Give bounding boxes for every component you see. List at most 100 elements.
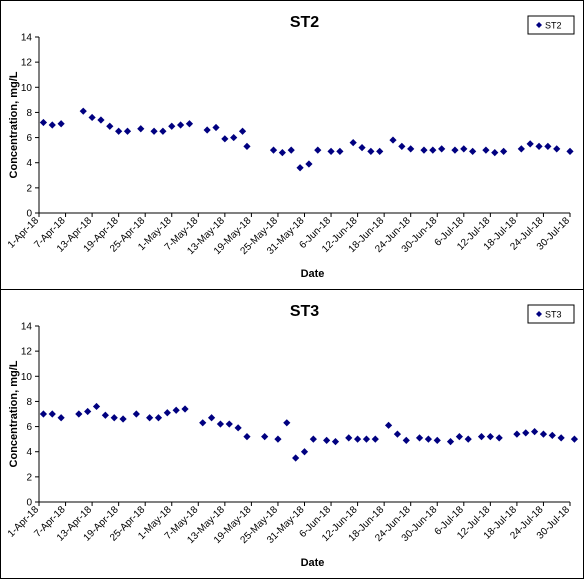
data-point — [464, 435, 472, 443]
data-point — [154, 414, 163, 422]
data-point — [296, 164, 304, 172]
data-point — [234, 424, 242, 432]
y-tick-label: 8 — [26, 108, 32, 119]
data-point — [349, 139, 357, 147]
data-point — [110, 414, 118, 422]
data-point — [420, 146, 428, 154]
data-point — [163, 409, 171, 417]
data-point — [97, 116, 105, 124]
data-point — [566, 147, 574, 155]
data-point — [371, 435, 379, 443]
data-point — [168, 122, 176, 130]
data-point — [305, 160, 313, 168]
data-point — [300, 448, 309, 456]
data-point — [389, 136, 397, 144]
legend-box — [527, 304, 575, 324]
data-point — [119, 415, 127, 423]
data-point — [517, 145, 525, 153]
data-point — [106, 122, 114, 130]
y-axis-label: Concentration, mg/L — [8, 71, 20, 178]
y-tick-label: 4 — [26, 158, 32, 169]
y-axis-label: Concentration, mg/L — [8, 360, 20, 467]
data-point — [531, 428, 539, 436]
data-point — [438, 145, 446, 153]
data-point — [314, 146, 322, 154]
data-point — [424, 435, 432, 443]
data-point — [557, 434, 565, 442]
data-point — [451, 146, 459, 154]
y-tick-label: 12 — [21, 58, 33, 69]
data-point — [544, 142, 552, 150]
data-point — [376, 147, 384, 155]
data-point — [243, 433, 251, 441]
y-tick-label: 0 — [26, 498, 32, 509]
data-point — [402, 436, 410, 444]
data-point — [207, 414, 216, 422]
data-point — [548, 431, 556, 439]
y-tick-label: 10 — [21, 83, 33, 94]
data-point — [570, 435, 579, 443]
legend-box — [527, 15, 575, 35]
data-point — [39, 410, 48, 418]
data-point — [216, 420, 225, 428]
data-point — [283, 419, 291, 427]
data-point — [212, 123, 220, 132]
legend-marker — [536, 22, 542, 28]
data-point — [172, 406, 180, 414]
data-point — [292, 454, 300, 462]
data-point — [278, 149, 286, 157]
data-point — [336, 147, 344, 155]
data-point — [331, 438, 340, 446]
legend-label: ST2 — [545, 21, 562, 31]
data-point — [327, 147, 335, 155]
data-point — [460, 145, 468, 153]
data-point — [495, 434, 503, 442]
data-point — [269, 146, 278, 154]
data-point — [553, 145, 561, 153]
data-point — [230, 133, 238, 142]
data-point — [84, 407, 92, 416]
data-point — [539, 430, 548, 438]
data-point — [398, 142, 406, 150]
data-point — [433, 436, 441, 444]
data-point — [535, 142, 543, 150]
data-point — [199, 419, 207, 427]
y-tick-label: 12 — [21, 347, 33, 358]
chart-title: ST3 — [290, 303, 319, 320]
y-tick-label: 6 — [26, 133, 32, 144]
data-point — [486, 433, 494, 441]
data-point — [362, 435, 371, 443]
y-tick-label: 10 — [21, 372, 33, 383]
data-point — [354, 435, 362, 443]
y-tick-label: 0 — [26, 209, 32, 220]
data-point — [367, 147, 375, 155]
chart-title: ST2 — [290, 14, 319, 31]
data-point — [407, 145, 415, 153]
data-point — [482, 146, 490, 154]
y-tick-label: 2 — [26, 472, 32, 483]
data-point — [203, 126, 211, 134]
data-point — [48, 410, 56, 418]
y-tick-label: 2 — [26, 183, 32, 194]
chart-panel-st3: ST3 0 2 4 6 8 10 12 14 Concentration, mg/L 1-Apr-1… — [0, 289, 584, 579]
data-point — [57, 414, 65, 422]
data-point — [48, 121, 56, 129]
data-point — [221, 135, 229, 143]
data-point — [238, 127, 247, 135]
data-point — [181, 405, 189, 413]
data-point — [79, 107, 87, 115]
data-point — [39, 118, 48, 127]
data-point — [446, 438, 455, 446]
data-point — [384, 421, 393, 429]
y-tick-label: 6 — [26, 422, 32, 433]
data-point — [491, 149, 499, 157]
y-tick-label: 4 — [26, 447, 32, 458]
data-point — [57, 120, 65, 128]
data-point — [358, 144, 366, 152]
data-point — [513, 430, 521, 438]
data-point — [177, 121, 185, 129]
data-point — [415, 434, 424, 442]
y-tick-label: 8 — [26, 397, 32, 408]
